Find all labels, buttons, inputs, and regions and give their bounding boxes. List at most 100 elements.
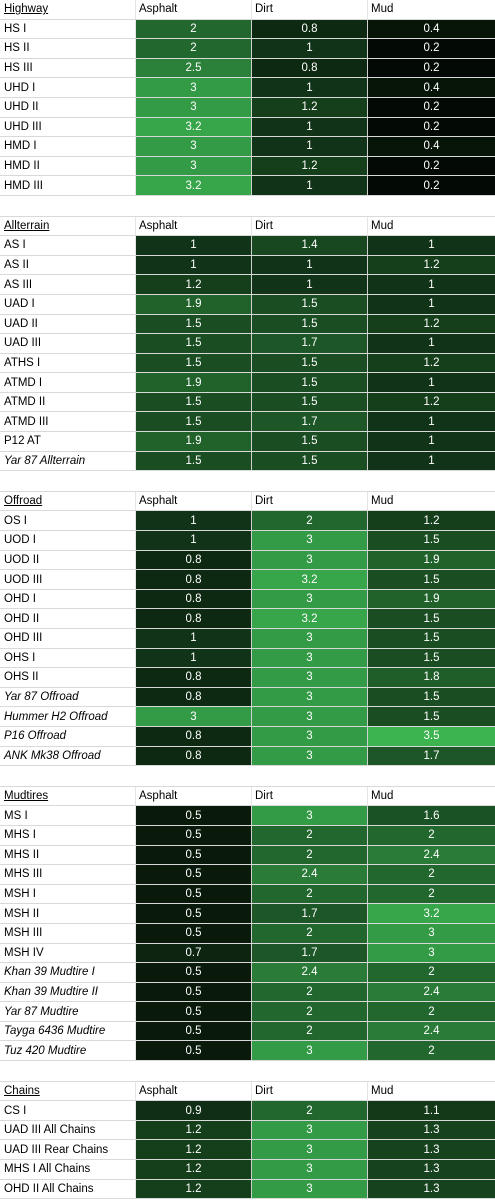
value-cell-asphalt[interactable]: 1.5 [136, 451, 252, 471]
value-cell-mud[interactable]: 1.2 [368, 255, 495, 275]
value-cell-mud[interactable]: 1.5 [368, 570, 495, 589]
value-cell-asphalt[interactable]: 1.9 [136, 373, 252, 392]
value-cell-mud[interactable]: 2 [368, 884, 495, 904]
value-cell-asphalt[interactable]: 1.5 [136, 392, 252, 412]
tire-name[interactable]: HMD I [0, 137, 136, 156]
tire-name[interactable]: Tayga 6436 Mudtire [0, 1021, 136, 1041]
value-cell-asphalt[interactable]: 0.8 [136, 609, 252, 628]
tire-name[interactable]: UHD II [0, 97, 136, 117]
value-cell-asphalt[interactable]: 1 [136, 531, 252, 550]
value-cell-mud[interactable]: 0.2 [368, 176, 495, 195]
tire-name[interactable]: Hummer H2 Offroad [0, 707, 136, 726]
tire-name[interactable]: UOD I [0, 531, 136, 550]
tire-name[interactable]: OHS II [0, 668, 136, 687]
value-cell-dirt[interactable]: 3 [252, 629, 368, 648]
value-cell-asphalt[interactable]: 1 [136, 511, 252, 531]
tire-name[interactable]: UOD II [0, 550, 136, 570]
tire-name[interactable]: MHS III [0, 865, 136, 884]
value-cell-dirt[interactable]: 1.5 [252, 294, 368, 314]
value-cell-dirt[interactable]: 2 [252, 1021, 368, 1041]
value-cell-dirt[interactable]: 0.8 [252, 58, 368, 78]
tire-name[interactable]: MHS I All Chains [0, 1160, 136, 1179]
value-cell-dirt[interactable]: 2 [252, 845, 368, 865]
value-cell-asphalt[interactable]: 1.9 [136, 294, 252, 314]
value-cell-asphalt[interactable]: 0.5 [136, 845, 252, 865]
value-cell-mud[interactable]: 0.4 [368, 19, 495, 39]
value-cell-dirt[interactable]: 2.4 [252, 963, 368, 982]
value-cell-asphalt[interactable]: 0.8 [136, 550, 252, 570]
value-cell-asphalt[interactable]: 1.5 [136, 334, 252, 353]
tire-name[interactable]: UAD II [0, 314, 136, 334]
value-cell-asphalt[interactable]: 3.2 [136, 117, 252, 137]
value-cell-asphalt[interactable]: 1 [136, 255, 252, 275]
value-cell-mud[interactable]: 0.2 [368, 117, 495, 137]
value-cell-asphalt[interactable]: 2 [136, 19, 252, 39]
tire-name[interactable]: ATMD III [0, 412, 136, 432]
tire-name[interactable]: UAD I [0, 294, 136, 314]
value-cell-mud[interactable]: 1.5 [368, 629, 495, 648]
value-cell-mud[interactable]: 2 [368, 1002, 495, 1021]
value-cell-asphalt[interactable]: 0.5 [136, 963, 252, 982]
value-cell-dirt[interactable]: 1 [252, 39, 368, 58]
value-cell-mud[interactable]: 1.5 [368, 687, 495, 707]
value-cell-mud[interactable]: 1 [368, 432, 495, 451]
value-cell-asphalt[interactable]: 1.5 [136, 412, 252, 432]
tire-name[interactable]: HS I [0, 19, 136, 39]
value-cell-dirt[interactable]: 1.7 [252, 904, 368, 923]
value-cell-asphalt[interactable]: 0.5 [136, 1002, 252, 1021]
value-cell-asphalt[interactable]: 0.5 [136, 806, 252, 825]
value-cell-asphalt[interactable]: 0.5 [136, 904, 252, 923]
tire-name[interactable]: ATMD I [0, 373, 136, 392]
value-cell-dirt[interactable]: 1.7 [252, 943, 368, 963]
value-cell-asphalt[interactable]: 1.5 [136, 353, 252, 373]
value-cell-mud[interactable]: 1.3 [368, 1160, 495, 1179]
value-cell-asphalt[interactable]: 1 [136, 236, 252, 255]
value-cell-asphalt[interactable]: 0.5 [136, 825, 252, 845]
value-cell-dirt[interactable]: 3 [252, 531, 368, 550]
value-cell-dirt[interactable]: 3 [252, 589, 368, 609]
value-cell-dirt[interactable]: 3 [252, 1041, 368, 1061]
value-cell-asphalt[interactable]: 0.5 [136, 884, 252, 904]
value-cell-dirt[interactable]: 1.7 [252, 334, 368, 353]
value-cell-dirt[interactable]: 1 [252, 117, 368, 137]
tire-name[interactable]: ATMD II [0, 392, 136, 412]
value-cell-mud[interactable]: 0.2 [368, 156, 495, 176]
value-cell-asphalt[interactable]: 0.9 [136, 1101, 252, 1120]
tire-name[interactable]: MHS II [0, 845, 136, 865]
value-cell-asphalt[interactable]: 3.2 [136, 176, 252, 195]
value-cell-dirt[interactable]: 3 [252, 1179, 368, 1199]
value-cell-mud[interactable]: 1.5 [368, 609, 495, 628]
value-cell-asphalt[interactable]: 3 [136, 137, 252, 156]
value-cell-asphalt[interactable]: 2.5 [136, 58, 252, 78]
value-cell-dirt[interactable]: 3 [252, 726, 368, 746]
tire-name[interactable]: Khan 39 Mudtire I [0, 963, 136, 982]
value-cell-dirt[interactable]: 3 [252, 668, 368, 687]
value-cell-dirt[interactable]: 1.2 [252, 156, 368, 176]
value-cell-dirt[interactable]: 3 [252, 550, 368, 570]
value-cell-dirt[interactable]: 1.5 [252, 353, 368, 373]
tire-name[interactable]: Yar 87 Mudtire [0, 1002, 136, 1021]
value-cell-asphalt[interactable]: 1.2 [136, 1140, 252, 1160]
tire-name[interactable]: UHD III [0, 117, 136, 137]
value-cell-mud[interactable]: 1.2 [368, 353, 495, 373]
value-cell-asphalt[interactable]: 1.9 [136, 432, 252, 451]
value-cell-asphalt[interactable]: 2 [136, 39, 252, 58]
value-cell-asphalt[interactable]: 1.2 [136, 1120, 252, 1140]
value-cell-asphalt[interactable]: 1.2 [136, 275, 252, 294]
tire-name[interactable]: CS I [0, 1101, 136, 1120]
value-cell-mud[interactable]: 1 [368, 373, 495, 392]
tire-name[interactable]: OHD I [0, 589, 136, 609]
tire-name[interactable]: P12 AT [0, 432, 136, 451]
value-cell-mud[interactable]: 2.4 [368, 982, 495, 1002]
value-cell-dirt[interactable]: 1 [252, 255, 368, 275]
value-cell-asphalt[interactable]: 0.8 [136, 589, 252, 609]
tire-name[interactable]: UOD III [0, 570, 136, 589]
value-cell-mud[interactable]: 3.5 [368, 726, 495, 746]
value-cell-dirt[interactable]: 3 [252, 1120, 368, 1140]
value-cell-mud[interactable]: 1.2 [368, 511, 495, 531]
value-cell-dirt[interactable]: 2 [252, 884, 368, 904]
value-cell-mud[interactable]: 0.2 [368, 39, 495, 58]
value-cell-dirt[interactable]: 2 [252, 825, 368, 845]
tire-name[interactable]: HMD III [0, 176, 136, 195]
value-cell-mud[interactable]: 0.4 [368, 78, 495, 97]
